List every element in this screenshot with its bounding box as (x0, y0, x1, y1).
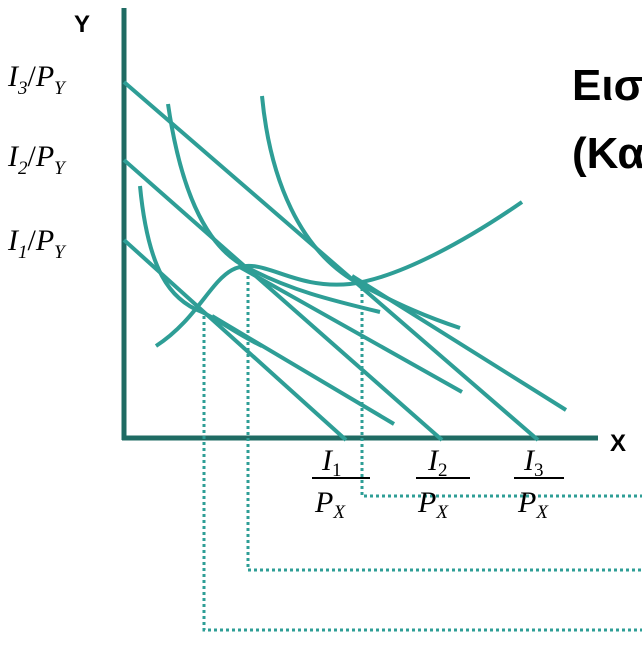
x-label-i3-num: I (523, 444, 536, 477)
y-label-i2-num: I (7, 140, 20, 173)
x-label-i2-den-sub: X (435, 502, 449, 523)
x-label-i1-sub: 1 (332, 460, 342, 481)
svg-text:PX: PX (417, 486, 449, 523)
svg-text:PX: PX (517, 486, 549, 523)
y-label-i1-den-sub: Y (54, 242, 67, 263)
indifference-curve-3 (260, 95, 461, 330)
y-label-i2-den-sub: Y (54, 158, 67, 179)
y-label-i2-den: P (35, 140, 54, 173)
svg-text:I2/PY: I2/PY (7, 140, 67, 179)
indifference-curve-2 (166, 103, 381, 314)
budget-line-2 (122, 158, 444, 442)
svg-text:I3: I3 (523, 444, 544, 481)
y-label-i3-py: I3/PY (7, 60, 67, 99)
y-label-i2-sub: 2 (18, 158, 28, 179)
x-label-i2-num: I (427, 444, 440, 477)
y-label-i1-num: I (7, 224, 20, 257)
svg-text:I1: I1 (321, 444, 342, 481)
title-line-1: Εισ (572, 61, 642, 110)
dotted-drop-3 (360, 282, 642, 498)
svg-text:I3/PY: I3/PY (7, 60, 67, 99)
y-label-i1-py: I1/PY (7, 224, 67, 263)
dotted-drop-2 (246, 270, 642, 572)
x-label-i1-num: I (321, 444, 334, 477)
x-label-i3-sub: 3 (534, 460, 544, 481)
y-label-i3-num: I (7, 60, 20, 93)
svg-text:I2: I2 (427, 444, 448, 481)
x-label-i1-px: I1 PX (312, 444, 370, 523)
budget-line-3 (122, 80, 540, 442)
x-label-i2-px: I2 PX (416, 444, 470, 523)
straight-line-b (237, 264, 463, 394)
title-line-2: (Κα (572, 129, 642, 178)
y-label-i3-den-sub: Y (54, 78, 67, 99)
y-label-i2-py: I2/PY (7, 140, 67, 179)
svg-text:I1/PY: I1/PY (7, 224, 67, 263)
x-axis-label: X (610, 430, 626, 457)
y-axis-label: Y (74, 11, 90, 38)
dotted-drop-1 (202, 316, 642, 632)
svg-text:PX: PX (314, 486, 346, 523)
x-label-i2-den: P (417, 486, 436, 519)
x-label-i3-px: I3 PX (514, 444, 564, 523)
y-label-i1-sub: 1 (18, 242, 28, 263)
y-label-i1-den: P (35, 224, 54, 257)
income-consumption-curve (154, 200, 524, 348)
x-label-i3-den: P (517, 486, 536, 519)
x-label-i1-den: P (314, 486, 333, 519)
x-label-i2-sub: 2 (438, 460, 448, 481)
y-label-i3-sub: 3 (17, 78, 28, 99)
x-label-i3-den-sub: X (535, 502, 549, 523)
y-label-i3-den: P (35, 60, 54, 93)
x-label-i1-den-sub: X (332, 502, 346, 523)
